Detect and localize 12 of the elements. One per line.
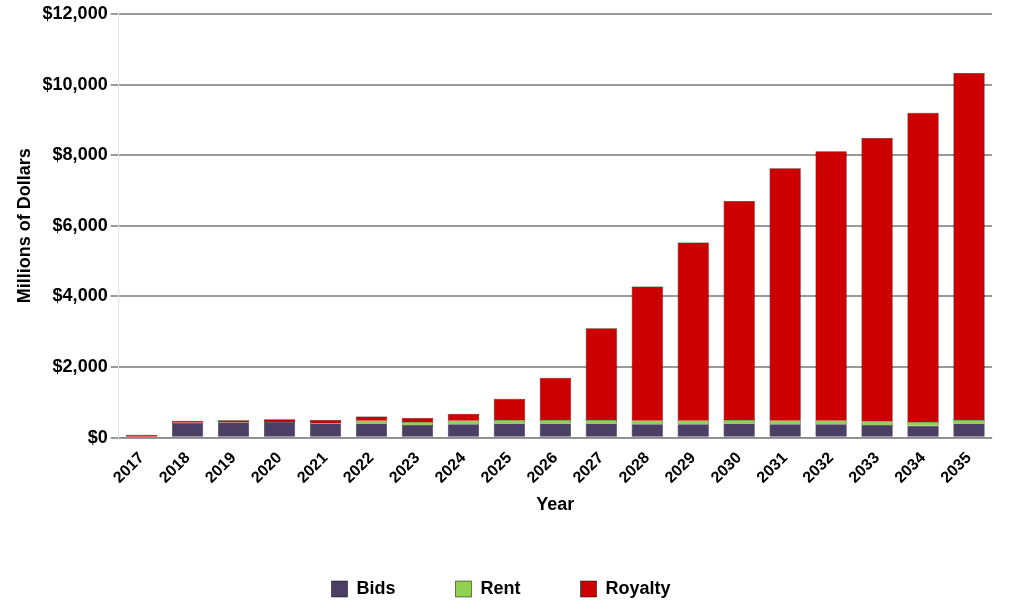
y-tick-label: $0 <box>87 426 108 447</box>
y-tick-label: $2,000 <box>52 356 108 377</box>
legend-label: Royalty <box>605 577 671 598</box>
y-tick-label: $10,000 <box>42 73 108 94</box>
y-axis-title: Millions of Dollars <box>13 148 34 304</box>
y-tick-label: $12,000 <box>42 2 108 23</box>
y-tick-label: $4,000 <box>52 285 108 306</box>
legend-label: Bids <box>356 577 396 598</box>
legend-label: Rent <box>480 577 521 598</box>
y-tick-label: $8,000 <box>52 144 108 165</box>
x-axis-title: Year <box>536 494 575 515</box>
y-tick-label: $6,000 <box>52 214 108 235</box>
